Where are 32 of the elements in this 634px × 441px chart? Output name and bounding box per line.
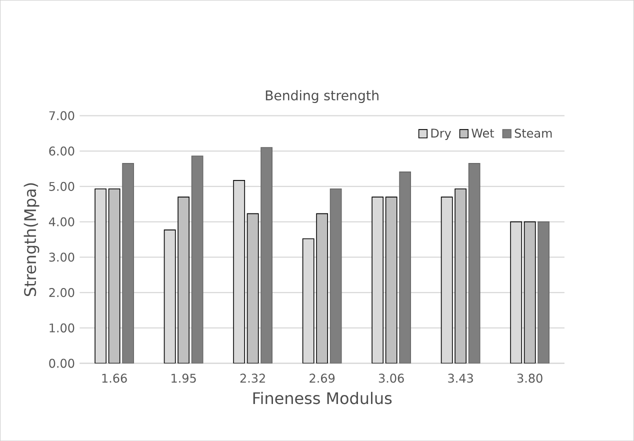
- y-tick-label: 5.00: [49, 182, 74, 191]
- x-tick-label: 2.32: [240, 374, 265, 383]
- y-tick-label: 6.00: [49, 146, 74, 156]
- y-tick-label: 1.00: [50, 323, 74, 332]
- x-tick-label: 2.69: [310, 374, 335, 383]
- legend-label: Dry: [431, 128, 452, 140]
- bar: [468, 162, 480, 364]
- y-axis-title: Strength(Mpa): [24, 183, 40, 296]
- bar: [538, 221, 550, 364]
- bar: [385, 196, 398, 364]
- y-tick-label: 7.00: [49, 111, 74, 120]
- bar: [108, 188, 120, 364]
- bar: [260, 147, 273, 364]
- x-axis-title: Fineness Modulus: [253, 392, 392, 404]
- x-tick-label: 1.95: [172, 374, 196, 383]
- x-tick-label: 1.66: [102, 374, 127, 383]
- y-tick-label: 2.00: [49, 288, 74, 298]
- legend-label: Wet: [472, 128, 494, 138]
- bar: [191, 156, 204, 364]
- legend-label: Steam: [514, 128, 552, 138]
- x-tick-label: 3.43: [448, 374, 473, 383]
- bar: [246, 213, 259, 364]
- y-tick-label: 0.00: [49, 358, 74, 368]
- y-tick-label: 3.00: [49, 252, 74, 262]
- bar: [330, 188, 342, 364]
- bar: [399, 171, 412, 364]
- x-tick-label: 3.06: [378, 374, 404, 383]
- y-tick-label: 4.00: [48, 217, 74, 226]
- bar: [122, 162, 134, 364]
- chart-title: Bending strength: [266, 90, 378, 103]
- x-tick-label: 3.80: [517, 374, 542, 383]
- bar: [524, 221, 536, 364]
